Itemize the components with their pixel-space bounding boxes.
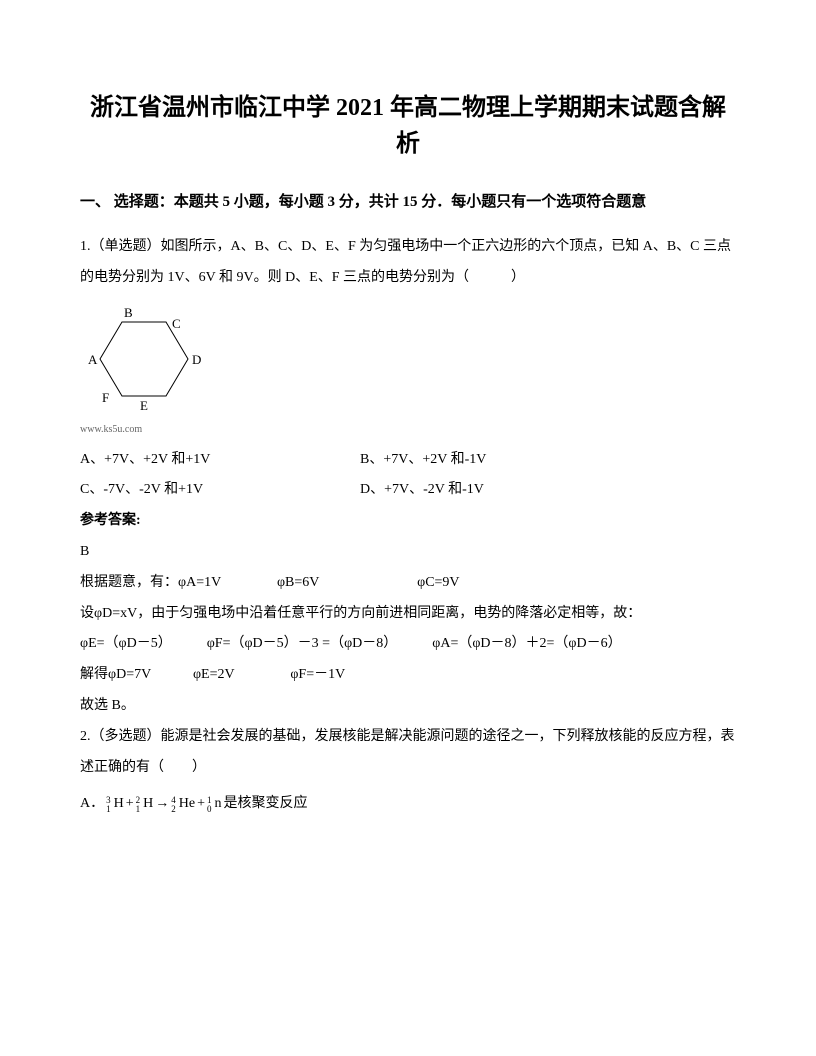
vertex-D: D [192,352,201,367]
section-header: 一、 选择题：本题共 5 小题，每小题 3 分，共计 15 分．每小题只有一个选… [80,190,736,214]
q1-option-A: A、+7V、+2V 和+1V [80,445,360,476]
vertex-C: C [172,316,181,331]
q1-solution-4: 解得φD=7V φE=2V φF=－1V [80,660,736,691]
hexagon-shape [100,322,188,396]
q2-stem: 2.（多选题）能源是社会发展的基础，发展核能是解决能源问题的途径之一，下列释放核… [80,722,736,784]
nuclide-n1-sym: n [215,789,222,820]
page-title: 浙江省温州市临江中学 2021 年高二物理上学期期末试题含解析 [80,90,736,162]
q1-stem: 1.（单选题）如图所示，A、B、C、D、E、F 为匀强电场中一个正六边形的六个顶… [80,232,736,294]
vertex-B: B [124,305,133,320]
q2-option-A: A． 3 1 H + 2 1 H → 4 2 He + 1 0 n 是核聚变反应 [80,789,736,820]
nuclide-H2-sym: H [143,789,153,820]
nuclide-n1-pre: 1 0 [207,796,212,814]
arrow: → [155,789,169,820]
q1-option-C: C、-7V、-2V 和+1V [80,475,360,506]
watermark: www.ks5u.com [80,424,736,435]
plus-sign: + [197,789,205,820]
q1-answer: B [80,537,736,568]
nuclide-H3-sym: H [114,789,124,820]
nuclide-He4-pre: 4 2 [171,796,176,814]
q1-option-B: B、+7V、+2V 和-1V [360,445,736,476]
atomic-num: 2 [171,805,176,814]
nuclide-H2-pre: 2 1 [136,796,141,814]
nuclide-He4-sym: He [179,789,195,820]
q1-solution-5: 故选 B。 [80,691,736,722]
q1-solution-3: φE=（φD－5） φF=（φD－5）－3 =（φD－8） φA=（φD－8）＋… [80,629,736,660]
q1-solution-1: 根据题意，有：φA=1V φB=6V φC=9V [80,568,736,599]
atomic-num: 1 [106,805,111,814]
q1-option-D: D、+7V、-2V 和-1V [360,475,736,506]
hexagon-diagram: A B C D E F [80,302,736,422]
answer-label: 参考答案: [80,506,736,537]
vertex-F: F [102,390,109,405]
atomic-num: 0 [207,805,212,814]
plus-sign: + [126,789,134,820]
q1-solution-2: 设φD=xV，由于匀强电场中沿着任意平行的方向前进相同距离，电势的降落必定相等，… [80,599,736,630]
nuclide-H3-pre: 3 1 [106,796,111,814]
vertex-E: E [140,398,148,413]
vertex-A: A [88,352,98,367]
q2-optA-suffix: 是核聚变反应 [224,789,308,820]
q1-options-row1: A、+7V、+2V 和+1V B、+7V、+2V 和-1V [80,445,736,476]
q2-optA-prefix: A． [80,789,104,820]
q1-options-row2: C、-7V、-2V 和+1V D、+7V、-2V 和-1V [80,475,736,506]
atomic-num: 1 [136,805,141,814]
